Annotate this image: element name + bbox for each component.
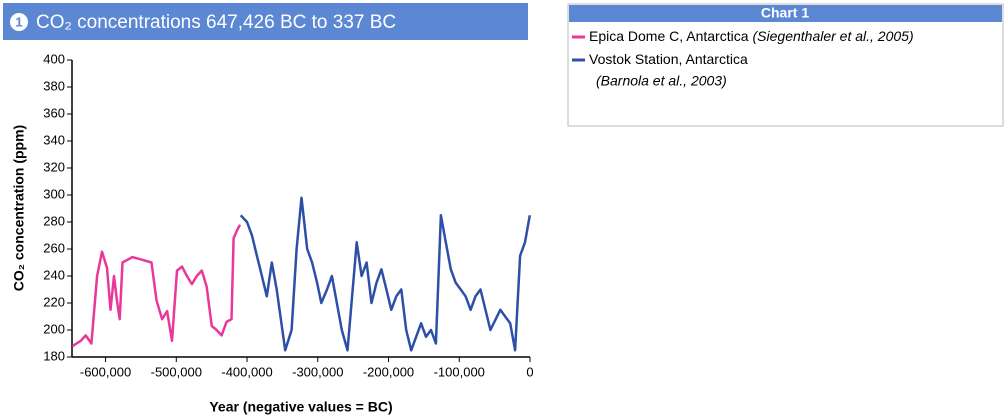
- x-tick-label: -500,000: [151, 364, 202, 379]
- y-tick-label: 280: [43, 213, 65, 228]
- legend-title: Chart 1: [761, 5, 809, 21]
- legend-header: [569, 5, 1002, 22]
- x-tick-label: -600,000: [80, 364, 131, 379]
- badge-circle: [10, 13, 28, 31]
- legend-entry: Epica Dome C, Antarctica (Siegenthaler et…: [589, 28, 914, 44]
- title-bar: [3, 3, 528, 40]
- legend-box: [567, 3, 1004, 127]
- data-line: [239, 196, 532, 352]
- y-tick-label: 400: [43, 51, 65, 66]
- x-tick-label: 0: [526, 364, 533, 379]
- x-tick-label: -300,000: [292, 364, 343, 379]
- y-tick-label: 320: [43, 159, 65, 174]
- y-tick-label: 180: [43, 348, 65, 363]
- y-tick-label: 260: [43, 240, 65, 255]
- y-tick-label: 340: [43, 132, 65, 147]
- badge: 1: [15, 14, 22, 29]
- legend-citation: (Siegenthaler et al., 2005): [753, 28, 914, 44]
- x-tick-label: -200,000: [363, 364, 414, 379]
- y-tick-label: 300: [43, 186, 65, 201]
- y-tick-label: 380: [43, 78, 65, 93]
- y-tick-label: 200: [43, 321, 65, 336]
- data-line: [71, 224, 242, 348]
- y-axis-label: CO₂ concentration (ppm): [11, 125, 27, 291]
- legend-entry: Vostok Station, Antarctica: [589, 51, 748, 67]
- x-tick-label: -400,000: [221, 364, 272, 379]
- legend-name: Vostok Station, Antarctica: [589, 51, 748, 67]
- legend-citation: (Barnola et al., 2003): [596, 73, 727, 89]
- y-tick-label: 360: [43, 105, 65, 120]
- chart-title: CO₂ concentrations 647,426 BC to 337 BC: [36, 12, 396, 33]
- y-tick-label: 240: [43, 267, 65, 282]
- legend-name: Epica Dome C, Antarctica: [589, 28, 749, 44]
- x-axis-label: Year (negative values = BC): [209, 399, 392, 415]
- y-tick-label: 220: [43, 294, 65, 309]
- x-tick-label: -100,000: [434, 364, 485, 379]
